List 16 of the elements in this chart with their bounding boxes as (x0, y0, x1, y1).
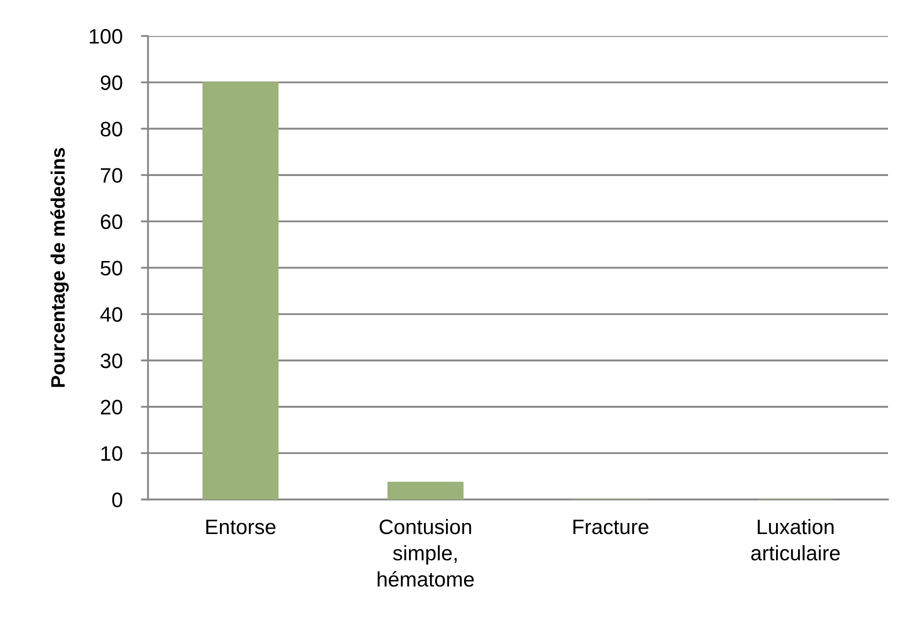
y-axis-title: Pourcentage de médecins (50, 148, 69, 387)
x-tick-label: Fracture (573, 520, 648, 534)
y-tick-label: 10 (101, 446, 122, 461)
x-tick-label: Contusion simple, hématome (378, 518, 474, 587)
y-tick-label: 50 (100, 260, 122, 276)
y-tick-label: 90 (100, 75, 122, 90)
y-tick-label: 0 (112, 492, 122, 508)
y-tick-label: 20 (100, 400, 122, 415)
x-tick-label: Luxation articulaire (751, 518, 840, 560)
y-tick-label: 60 (100, 214, 122, 230)
y-tick-label: 40 (100, 307, 122, 322)
x-tick-label: Entorse (206, 520, 276, 534)
y-tick-label: 70 (100, 168, 122, 183)
y-tick-label: 100 (90, 29, 122, 44)
y-tick-label: 80 (100, 122, 122, 136)
y-tick-label: 30 (100, 353, 122, 368)
